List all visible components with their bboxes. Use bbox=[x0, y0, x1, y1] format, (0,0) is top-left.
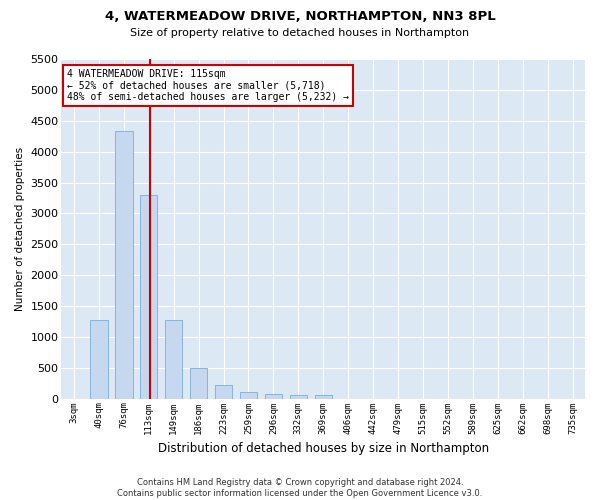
Bar bbox=[165, 320, 182, 398]
Bar bbox=[115, 130, 133, 398]
Bar bbox=[140, 195, 157, 398]
Bar bbox=[314, 395, 332, 398]
Text: Contains HM Land Registry data © Crown copyright and database right 2024.
Contai: Contains HM Land Registry data © Crown c… bbox=[118, 478, 482, 498]
Bar bbox=[240, 392, 257, 398]
Bar bbox=[90, 320, 107, 398]
Y-axis label: Number of detached properties: Number of detached properties bbox=[15, 147, 25, 311]
X-axis label: Distribution of detached houses by size in Northampton: Distribution of detached houses by size … bbox=[158, 442, 489, 455]
Bar bbox=[215, 385, 232, 398]
Text: 4 WATERMEADOW DRIVE: 115sqm
← 52% of detached houses are smaller (5,718)
48% of : 4 WATERMEADOW DRIVE: 115sqm ← 52% of det… bbox=[67, 69, 349, 102]
Bar bbox=[265, 394, 282, 398]
Bar bbox=[290, 395, 307, 398]
Text: Size of property relative to detached houses in Northampton: Size of property relative to detached ho… bbox=[130, 28, 470, 38]
Text: 4, WATERMEADOW DRIVE, NORTHAMPTON, NN3 8PL: 4, WATERMEADOW DRIVE, NORTHAMPTON, NN3 8… bbox=[104, 10, 496, 23]
Bar bbox=[190, 368, 208, 398]
